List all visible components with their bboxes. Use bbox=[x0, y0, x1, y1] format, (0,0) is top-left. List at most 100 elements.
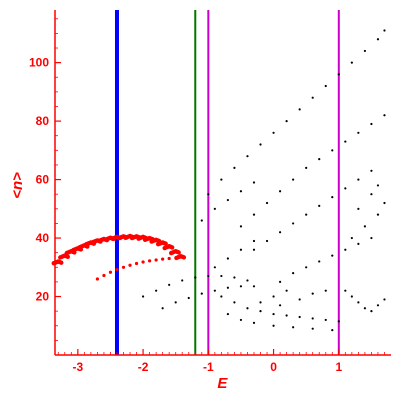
data-point bbox=[357, 131, 360, 134]
data-point bbox=[239, 225, 243, 228]
data-point bbox=[213, 289, 216, 292]
data-point bbox=[324, 318, 327, 322]
data-point bbox=[220, 295, 223, 298]
data-point bbox=[226, 257, 229, 260]
data-point bbox=[383, 201, 386, 205]
data-point bbox=[318, 260, 321, 263]
data-point bbox=[154, 258, 158, 262]
data-point bbox=[265, 201, 269, 205]
data-point bbox=[324, 84, 327, 88]
data-point bbox=[252, 248, 256, 251]
data-point bbox=[213, 266, 216, 269]
data-point bbox=[167, 256, 171, 261]
data-point bbox=[239, 248, 243, 251]
y-tick-label: 60 bbox=[36, 173, 50, 187]
data-point bbox=[331, 254, 334, 257]
data-point bbox=[95, 277, 100, 281]
data-point bbox=[357, 242, 360, 245]
data-point bbox=[292, 272, 295, 275]
y-tick-label: 100 bbox=[29, 56, 49, 70]
data-point bbox=[357, 207, 360, 210]
data-points bbox=[51, 29, 386, 332]
data-point bbox=[337, 320, 340, 323]
data-point bbox=[128, 263, 132, 267]
data-point bbox=[163, 241, 168, 246]
data-point bbox=[233, 166, 236, 169]
data-point bbox=[194, 276, 197, 279]
data-point bbox=[344, 187, 347, 190]
data-point bbox=[239, 190, 243, 193]
y-tick-label: 80 bbox=[36, 114, 50, 128]
data-point bbox=[344, 248, 347, 251]
vertical-lines bbox=[114, 10, 340, 355]
data-point bbox=[174, 301, 177, 304]
data-point bbox=[272, 295, 275, 298]
data-point bbox=[292, 222, 295, 225]
data-point bbox=[285, 314, 288, 317]
data-point bbox=[207, 193, 210, 196]
data-point bbox=[376, 304, 380, 307]
data-point bbox=[252, 239, 256, 243]
data-point bbox=[278, 304, 282, 307]
data-point bbox=[239, 318, 243, 322]
data-point bbox=[376, 38, 380, 41]
data-point bbox=[363, 225, 367, 228]
data-point bbox=[272, 324, 275, 327]
data-point bbox=[155, 289, 158, 292]
y-tick-label: 20 bbox=[36, 290, 50, 304]
data-point bbox=[324, 289, 327, 292]
data-point bbox=[65, 254, 70, 259]
data-point bbox=[121, 265, 126, 269]
data-point bbox=[370, 193, 373, 196]
data-point bbox=[108, 270, 113, 274]
data-point bbox=[376, 184, 380, 187]
data-point bbox=[207, 274, 210, 278]
data-point bbox=[181, 279, 184, 282]
data-point bbox=[370, 122, 373, 126]
data-point bbox=[161, 307, 164, 310]
data-point bbox=[265, 239, 269, 243]
data-point bbox=[383, 298, 386, 301]
data-point bbox=[278, 231, 282, 234]
data-point bbox=[252, 321, 256, 324]
data-point bbox=[331, 196, 334, 199]
data-point bbox=[233, 301, 236, 304]
data-point bbox=[311, 327, 314, 330]
data-point bbox=[141, 260, 145, 264]
data-point bbox=[233, 276, 236, 279]
data-point bbox=[292, 178, 295, 181]
data-point bbox=[298, 298, 301, 301]
x-tick-label: -1 bbox=[203, 360, 214, 374]
data-point bbox=[370, 169, 373, 172]
data-point bbox=[161, 257, 165, 261]
data-point bbox=[350, 61, 353, 64]
x-tick-label: -3 bbox=[72, 360, 83, 374]
data-point bbox=[226, 312, 229, 316]
data-point bbox=[344, 140, 347, 143]
data-point bbox=[272, 312, 275, 316]
data-point bbox=[141, 295, 145, 298]
data-point bbox=[200, 292, 203, 295]
data-point bbox=[168, 283, 171, 286]
data-point bbox=[59, 260, 64, 265]
data-point bbox=[344, 289, 347, 292]
data-point bbox=[383, 29, 386, 32]
data-point bbox=[383, 114, 386, 117]
data-point bbox=[246, 155, 249, 158]
data-point bbox=[350, 236, 353, 240]
data-point bbox=[176, 250, 181, 255]
data-point bbox=[213, 207, 216, 210]
data-point bbox=[331, 329, 334, 332]
data-point bbox=[226, 198, 229, 202]
data-point bbox=[246, 279, 249, 282]
data-point bbox=[376, 213, 380, 216]
data-point bbox=[370, 310, 373, 313]
axes: -3 -2 -1 0 1 20 40 60 80 100 bbox=[29, 10, 391, 374]
data-point bbox=[252, 285, 256, 288]
data-point bbox=[278, 280, 282, 284]
y-axis-label: <n> bbox=[9, 172, 26, 199]
data-point bbox=[226, 286, 229, 289]
data-point bbox=[305, 266, 308, 269]
data-point bbox=[311, 96, 314, 99]
data-point bbox=[292, 326, 295, 329]
